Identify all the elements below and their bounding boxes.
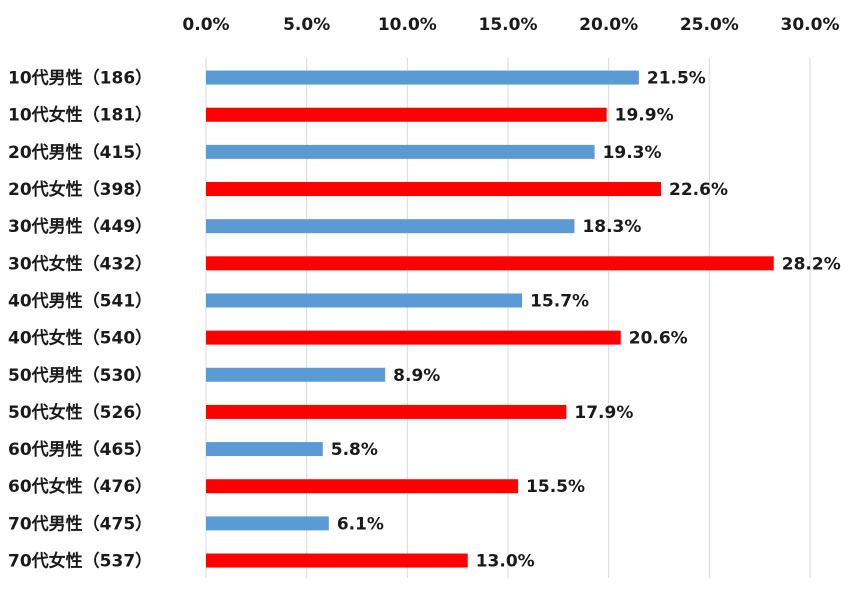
bar-female xyxy=(206,256,774,271)
data-label: 22.6% xyxy=(669,180,728,200)
x-tick-label: 5.0% xyxy=(283,15,330,35)
data-label: 15.7% xyxy=(530,291,589,311)
bar-male xyxy=(206,367,386,382)
data-label: 28.2% xyxy=(782,254,841,274)
category-label: 10代男性（186） xyxy=(8,68,152,89)
bar-male xyxy=(206,219,575,234)
bar-female xyxy=(206,107,607,122)
category-labels: 10代男性（186） 10代女性（181） 20代男性（415） 20代女性（398）… xyxy=(8,68,152,572)
bar-male xyxy=(206,516,329,531)
category-label: 50代男性（530） xyxy=(8,365,152,386)
data-label: 21.5% xyxy=(647,69,706,89)
category-label: 40代女性（540） xyxy=(8,328,152,349)
data-label: 15.5% xyxy=(526,477,585,497)
data-label: 19.9% xyxy=(615,106,674,126)
bar-male xyxy=(206,144,595,159)
bar-female xyxy=(206,553,468,568)
category-label: 30代男性（449） xyxy=(8,216,152,237)
category-label: 20代男性（415） xyxy=(8,142,152,163)
bar-female xyxy=(206,330,621,345)
data-label: 20.6% xyxy=(629,329,688,349)
data-label: 13.0% xyxy=(476,552,535,572)
data-label: 8.9% xyxy=(393,366,440,386)
category-label: 50代女性（526） xyxy=(8,402,152,423)
x-tick-label: 10.0% xyxy=(378,15,437,35)
x-tick-label: 25.0% xyxy=(680,15,739,35)
data-labels: 21.5% 19.9% 19.3% 22.6% 18.3% 28.2% 15.7% 20.6%… xyxy=(331,69,841,572)
bar-male xyxy=(206,70,639,85)
data-label: 5.8% xyxy=(331,440,378,460)
x-axis-ticks: 0.0% 5.0% 10.0% 15.0% 20.0% 25.0% 30.0% xyxy=(182,15,839,35)
bar-female xyxy=(206,404,567,419)
category-label: 10代女性（181） xyxy=(8,105,152,126)
category-label: 70代男性（475） xyxy=(8,513,152,534)
bar-female xyxy=(206,479,519,494)
x-tick-label: 20.0% xyxy=(579,15,638,35)
bar-female xyxy=(206,182,662,197)
bar-male xyxy=(206,442,323,457)
category-label: 30代女性（432） xyxy=(8,253,152,274)
bars xyxy=(206,70,774,568)
data-label: 17.9% xyxy=(574,403,633,423)
bar-male xyxy=(206,293,523,308)
data-label: 19.3% xyxy=(603,143,662,163)
data-label: 18.3% xyxy=(582,217,641,237)
category-label: 60代男性（465） xyxy=(8,439,152,460)
category-label: 70代女性（537） xyxy=(8,551,152,572)
x-tick-label: 30.0% xyxy=(781,15,840,35)
x-tick-label: 0.0% xyxy=(182,15,229,35)
gridlines xyxy=(205,58,811,578)
category-label: 60代女性（476） xyxy=(8,476,152,497)
x-tick-label: 15.0% xyxy=(479,15,538,35)
category-label: 20代女性（398） xyxy=(8,179,152,200)
data-label: 6.1% xyxy=(337,514,384,534)
category-label: 40代男性（541） xyxy=(8,290,152,311)
